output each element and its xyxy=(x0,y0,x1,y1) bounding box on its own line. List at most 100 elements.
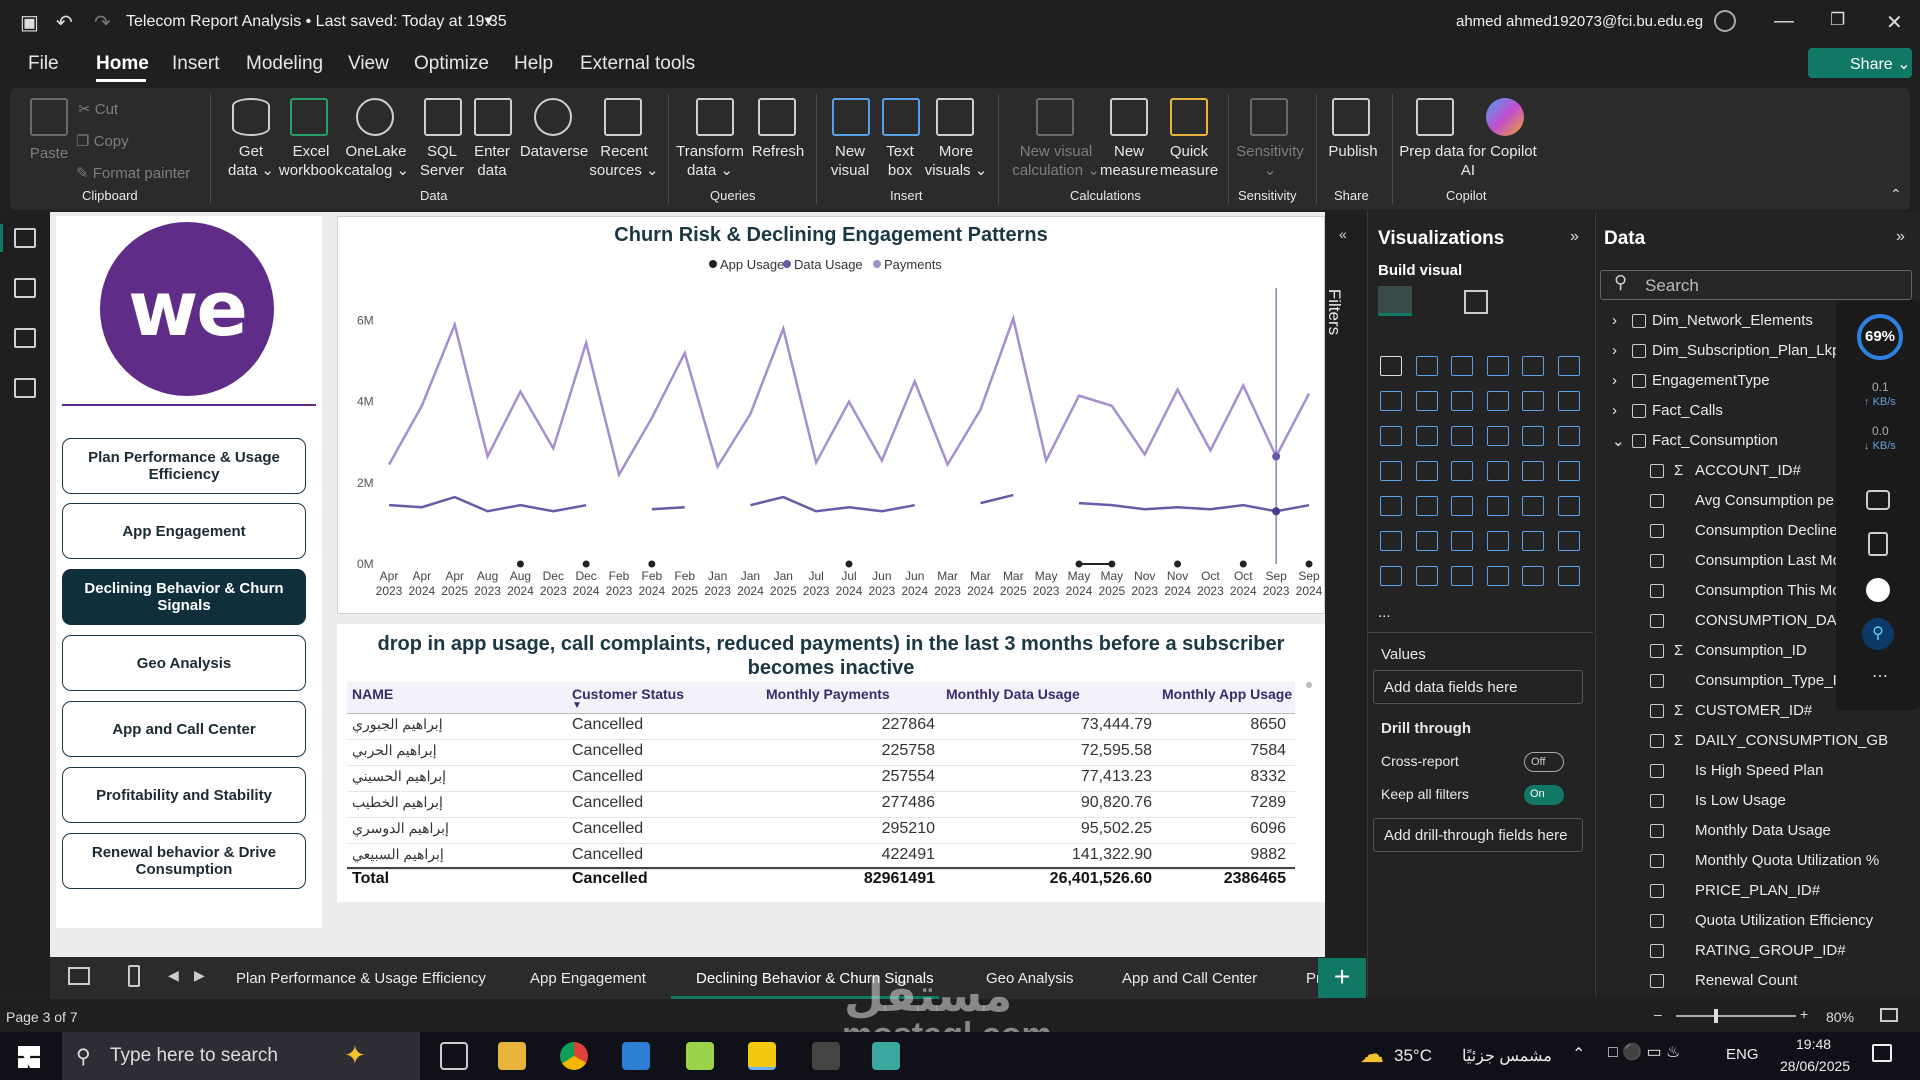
expand-chevron-icon[interactable]: › xyxy=(1612,372,1617,389)
tray-icons[interactable]: □ ⚫ ▭ ♨ xyxy=(1608,1044,1681,1061)
cross-report-toggle[interactable]: Off xyxy=(1524,752,1564,772)
field-checkbox[interactable] xyxy=(1650,584,1664,598)
menu-help[interactable]: Help xyxy=(514,53,554,74)
data-field[interactable]: DAILY_CONSUMPTION_GB xyxy=(1695,732,1889,749)
data-table-2[interactable]: Dim_Subscription_Plan_Lkp xyxy=(1652,342,1841,359)
zoom-search-icon[interactable]: ⚲ xyxy=(1862,618,1894,650)
scatter-icon[interactable] xyxy=(1486,426,1509,446)
cut-button[interactable]: ✂ Cut xyxy=(78,101,119,118)
app-icon[interactable] xyxy=(872,1042,900,1070)
expand-chevron-icon[interactable]: ⌄ xyxy=(1612,433,1625,450)
get-data-button[interactable]: Get data ⌄ xyxy=(228,143,274,179)
excel-icon[interactable] xyxy=(290,98,328,136)
menu-view[interactable]: View xyxy=(348,53,389,74)
keep-filters-toggle[interactable]: On xyxy=(1524,785,1564,805)
prep-data-copilot-button[interactable]: Prep data for Copilot AI xyxy=(1399,143,1537,179)
paste-button[interactable]: Paste xyxy=(29,145,69,162)
desktop-layout-icon[interactable] xyxy=(68,967,90,985)
table-view-icon[interactable] xyxy=(14,278,36,298)
share-button[interactable]: Share ⌄ xyxy=(1808,48,1912,78)
decomposition-tree-icon[interactable] xyxy=(1451,531,1473,551)
nav-button-5[interactable]: App and Call Center xyxy=(62,701,306,757)
waterfall-icon[interactable] xyxy=(1415,426,1438,446)
data-field[interactable]: RATING_GROUP_ID# xyxy=(1695,942,1846,959)
funnel-icon[interactable] xyxy=(1451,426,1473,446)
nav-button-7[interactable]: Renewal behavior & Drive Consumption xyxy=(62,833,306,889)
tab-app-call-center[interactable]: App and Call Center xyxy=(1122,970,1258,987)
copy-button[interactable]: ❐ Copy xyxy=(76,133,129,150)
avatar-icon[interactable] xyxy=(1714,10,1736,32)
fit-page-icon[interactable] xyxy=(1880,1008,1898,1022)
restore-icon[interactable]: ❐ xyxy=(1830,10,1846,29)
column-header[interactable]: Monthly App Usage xyxy=(1162,686,1293,702)
tab-plan-performance[interactable]: Plan Performance & Usage Efficiency xyxy=(236,970,486,987)
data-field[interactable]: Consumption_Type_ID xyxy=(1695,672,1848,689)
menu-file[interactable]: File xyxy=(28,53,59,74)
data-field[interactable]: ACCOUNT_ID# xyxy=(1695,462,1801,479)
prep-data-icon[interactable] xyxy=(1416,98,1454,136)
data-field[interactable]: Consumption_ID xyxy=(1695,642,1807,659)
power-automate-icon[interactable] xyxy=(1451,566,1473,586)
copilot-icon[interactable] xyxy=(1486,98,1524,136)
calculator-icon[interactable] xyxy=(1110,98,1148,136)
gauge-icon[interactable] xyxy=(1522,461,1544,481)
recent-sources-icon[interactable] xyxy=(604,98,642,136)
collapse-viz-icon[interactable]: » xyxy=(1570,228,1579,245)
data-field[interactable]: Monthly Quota Utilization % xyxy=(1695,852,1880,869)
expand-filters-icon[interactable]: « xyxy=(1339,226,1347,242)
quick-measure-icon[interactable] xyxy=(1170,98,1208,136)
text-box-button[interactable]: Text box xyxy=(886,143,914,179)
drill-through-well[interactable]: Add drill-through fields here xyxy=(1373,818,1583,852)
sort-desc-icon[interactable]: ▼ xyxy=(572,700,582,711)
column-header[interactable]: NAME xyxy=(352,686,394,702)
table-row[interactable] xyxy=(347,818,1295,844)
widget-more-icon[interactable]: ⋯ xyxy=(1872,668,1888,685)
visual-calculation-icon[interactable] xyxy=(1036,98,1074,136)
table-row[interactable] xyxy=(347,714,1295,740)
arcgis-icon[interactable] xyxy=(1486,566,1509,586)
dax-studio-icon[interactable] xyxy=(812,1042,840,1070)
collapse-data-icon[interactable]: » xyxy=(1896,228,1905,245)
narrative-icon[interactable] xyxy=(1522,531,1544,551)
new-measure-button[interactable]: New measure xyxy=(1100,143,1159,179)
edge-icon[interactable] xyxy=(1866,578,1890,602)
field-checkbox[interactable] xyxy=(1650,734,1664,748)
vscode-icon[interactable] xyxy=(622,1042,650,1070)
menu-external-tools[interactable]: External tools xyxy=(580,53,696,74)
windows-start-icon[interactable] xyxy=(18,1046,40,1068)
field-checkbox[interactable] xyxy=(1650,614,1664,628)
build-visual-tab[interactable] xyxy=(1378,286,1412,316)
sensitivity-button[interactable]: Sensitivity ⌄ xyxy=(1236,143,1304,179)
python-visual-icon[interactable] xyxy=(1380,531,1402,551)
refresh-icon[interactable] xyxy=(758,98,796,136)
transform-data-icon[interactable] xyxy=(696,98,734,136)
field-checkbox[interactable] xyxy=(1650,914,1664,928)
zoom-slider-thumb[interactable] xyxy=(1714,1009,1718,1023)
line-clustered-icon[interactable] xyxy=(1557,391,1580,411)
values-well[interactable]: Add data fields here xyxy=(1373,670,1583,704)
field-checkbox[interactable] xyxy=(1650,554,1664,568)
next-page-icon[interactable]: ▶ xyxy=(194,967,205,983)
sql-server-icon[interactable] xyxy=(424,98,462,136)
chevron-down-icon[interactable]: ▼ xyxy=(482,13,495,28)
azure-map-icon[interactable] xyxy=(1486,461,1509,481)
field-checkbox[interactable] xyxy=(1650,764,1664,778)
area-icon[interactable] xyxy=(1415,391,1438,411)
filters-label[interactable]: Filters xyxy=(1325,288,1345,336)
card-icon[interactable] xyxy=(1557,461,1580,481)
publish-button[interactable]: Publish xyxy=(1328,143,1378,160)
data-field[interactable]: Consumption This Mo xyxy=(1695,582,1841,599)
data-table-3[interactable]: EngagementType xyxy=(1652,372,1770,389)
copilot-sparkle-icon[interactable]: ✦ xyxy=(344,1040,366,1070)
redo-icon[interactable]: ↷ xyxy=(94,12,111,34)
format-visual-tab[interactable] xyxy=(1464,290,1488,314)
100-area-icon[interactable] xyxy=(1486,391,1509,411)
new-visual-icon[interactable] xyxy=(832,98,870,136)
more-visuals-icon[interactable] xyxy=(936,98,974,136)
power-apps-icon[interactable] xyxy=(1415,566,1438,586)
database-icon[interactable] xyxy=(232,98,270,136)
treemap-icon[interactable] xyxy=(1380,461,1402,481)
python-app-icon[interactable] xyxy=(686,1042,714,1070)
menu-insert[interactable]: Insert xyxy=(172,53,220,74)
slicer-icon[interactable] xyxy=(1451,496,1473,516)
